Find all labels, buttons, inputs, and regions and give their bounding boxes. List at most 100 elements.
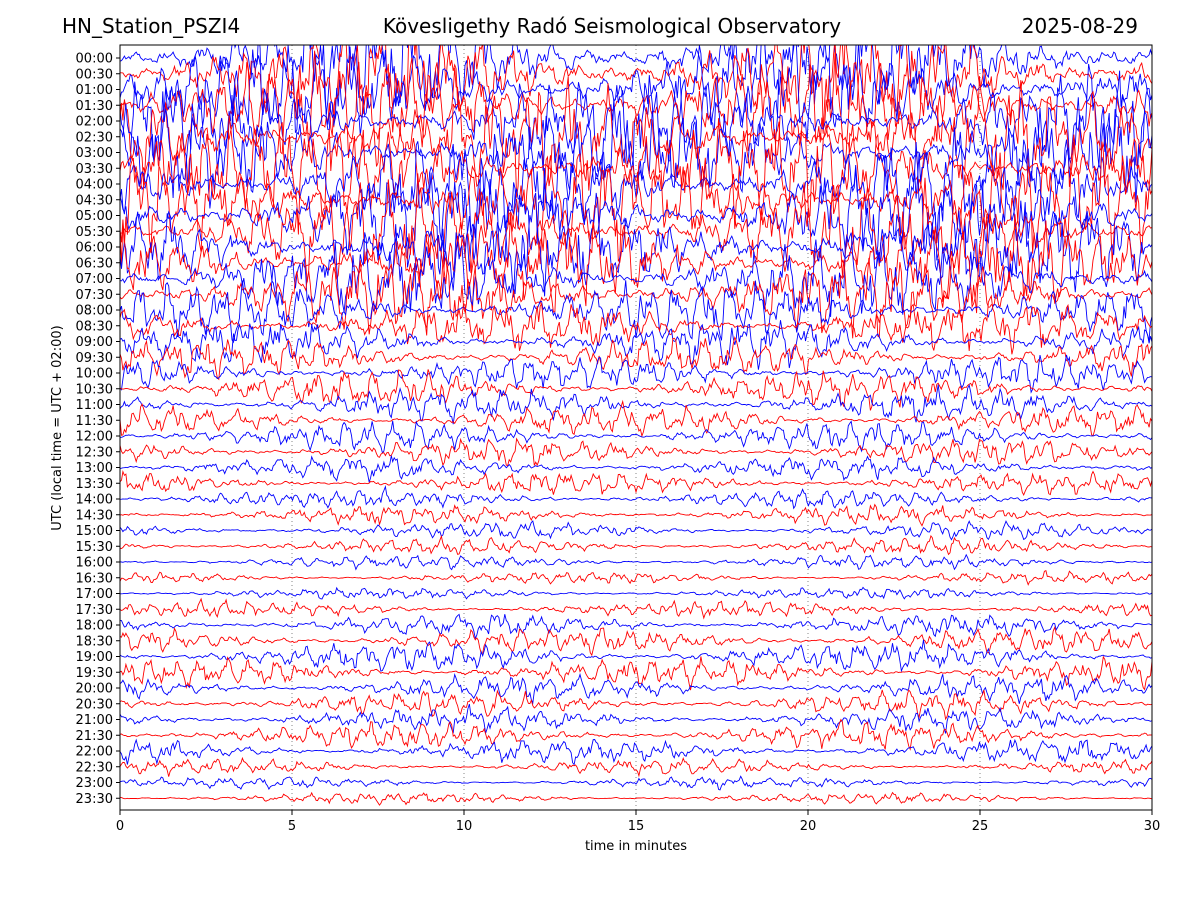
trace-row-2330 [120,791,1152,806]
y-tick-label-20: 10:00 [76,367,113,382]
x-axis-title: time in minutes [585,839,687,854]
y-tick-label-27: 13:30 [76,477,113,492]
x-axis-ticks: 0 5 10 15 20 25 30 [116,810,1160,834]
trace-row-0700 [120,224,1152,318]
trace-row-1030 [120,369,1152,411]
x-tick-label-15: 15 [628,819,645,834]
y-tick-label-2: 01:00 [76,83,113,98]
y-tick-label-37: 18:30 [76,634,113,649]
trace-row-0800 [120,279,1152,344]
y-tick-label-14: 07:00 [76,272,113,287]
trace-row-2000 [120,672,1152,705]
y-tick-label-44: 22:00 [76,745,113,760]
y-tick-label-38: 19:00 [76,650,113,665]
y-axis-ticks: 00:0000:3001:0001:3002:0002:3003:0003:30… [76,52,120,807]
trace-row-1430 [120,503,1152,527]
y-tick-label-15: 07:30 [76,288,113,303]
trace-row-0530 [120,173,1152,283]
trace-row-2030 [120,689,1152,721]
y-tick-label-8: 04:00 [76,178,113,193]
y-tick-label-12: 06:00 [76,241,113,256]
y-tick-label-28: 14:00 [76,493,113,508]
trace-row-0400 [120,126,1152,246]
y-tick-label-39: 19:30 [76,666,113,681]
y-tick-label-25: 12:30 [76,445,113,460]
y-tick-label-0: 00:00 [76,52,113,67]
trace-row-1930 [120,655,1152,691]
y-tick-label-41: 20:30 [76,697,113,712]
trace-row-0930 [120,336,1152,381]
y-tick-label-7: 03:30 [76,162,113,177]
y-tick-label-42: 21:00 [76,713,113,728]
trace-row-1000 [120,354,1152,394]
y-tick-label-40: 20:00 [76,682,113,697]
y-tick-label-32: 16:00 [76,556,113,571]
trace-row-1100 [120,383,1152,425]
y-tick-label-45: 22:30 [76,760,113,775]
y-tick-label-34: 17:00 [76,587,113,602]
trace-row-0500 [120,141,1152,275]
trace-row-1700 [120,586,1152,600]
trace-row-1600 [120,553,1152,571]
y-tick-label-43: 21:30 [76,729,113,744]
y-tick-label-46: 23:00 [76,776,113,791]
trace-row-0130 [120,50,1152,171]
y-tick-label-16: 08:00 [76,304,113,319]
y-tick-label-3: 01:30 [76,99,113,114]
y-tick-label-19: 09:30 [76,351,113,366]
y-tick-label-24: 12:00 [76,430,113,445]
trace-row-0330 [120,115,1152,235]
y-tick-label-1: 00:30 [76,67,113,82]
trace-row-0830 [120,294,1152,355]
trace-row-0600 [120,192,1152,298]
y-tick-label-36: 18:00 [76,619,113,634]
trace-row-1630 [120,569,1152,586]
y-tick-label-29: 14:30 [76,508,113,523]
x-tick-label-20: 20 [800,819,817,834]
trace-row-2300 [120,775,1152,791]
x-tick-label-10: 10 [456,819,473,834]
x-tick-label-30: 30 [1144,819,1161,834]
trace-row-2100 [120,703,1152,734]
trace-row-2200 [120,738,1152,766]
trace-row-1400 [120,485,1152,510]
trace-row-1730 [120,597,1152,620]
trace-row-1230 [120,437,1152,467]
y-tick-label-31: 15:30 [76,540,113,555]
y-tick-label-33: 16:30 [76,571,113,586]
trace-row-0230 [120,76,1152,198]
trace-row-2230 [120,756,1152,778]
y-tick-label-30: 15:00 [76,524,113,539]
y-tick-label-9: 04:30 [76,193,113,208]
y-tick-label-22: 11:00 [76,398,113,413]
trace-row-1200 [120,420,1152,454]
y-tick-label-11: 05:30 [76,225,113,240]
trace-row-1900 [120,639,1152,673]
y-tick-label-10: 05:00 [76,209,113,224]
grid-lines [291,45,981,810]
y-tick-label-47: 23:30 [76,792,113,807]
x-tick-label-25: 25 [972,819,989,834]
trace-row-1530 [120,534,1152,556]
y-tick-label-18: 09:00 [76,335,113,350]
y-tick-label-26: 13:00 [76,461,113,476]
station-title: HN_Station_PSZI4 [62,14,241,38]
trace-row-1830 [120,625,1152,657]
y-tick-label-6: 03:00 [76,146,113,161]
trace-row-2130 [120,718,1152,751]
date-title: 2025-08-29 [1021,14,1138,38]
trace-row-1500 [120,520,1152,541]
trace-row-0430 [120,134,1152,266]
trace-row-1300 [120,455,1152,483]
trace-row-1800 [120,613,1152,640]
trace-row-0730 [120,256,1152,339]
y-axis-title: UTC (local time = UTC + 02:00) [50,325,65,530]
trace-row-1130 [120,399,1152,438]
y-tick-label-21: 10:30 [76,382,113,397]
trace-layer [120,45,1152,806]
y-tick-label-13: 06:30 [76,256,113,271]
trace-row-1330 [120,469,1152,496]
y-tick-label-5: 02:30 [76,130,113,145]
x-tick-label-0: 0 [116,819,124,834]
